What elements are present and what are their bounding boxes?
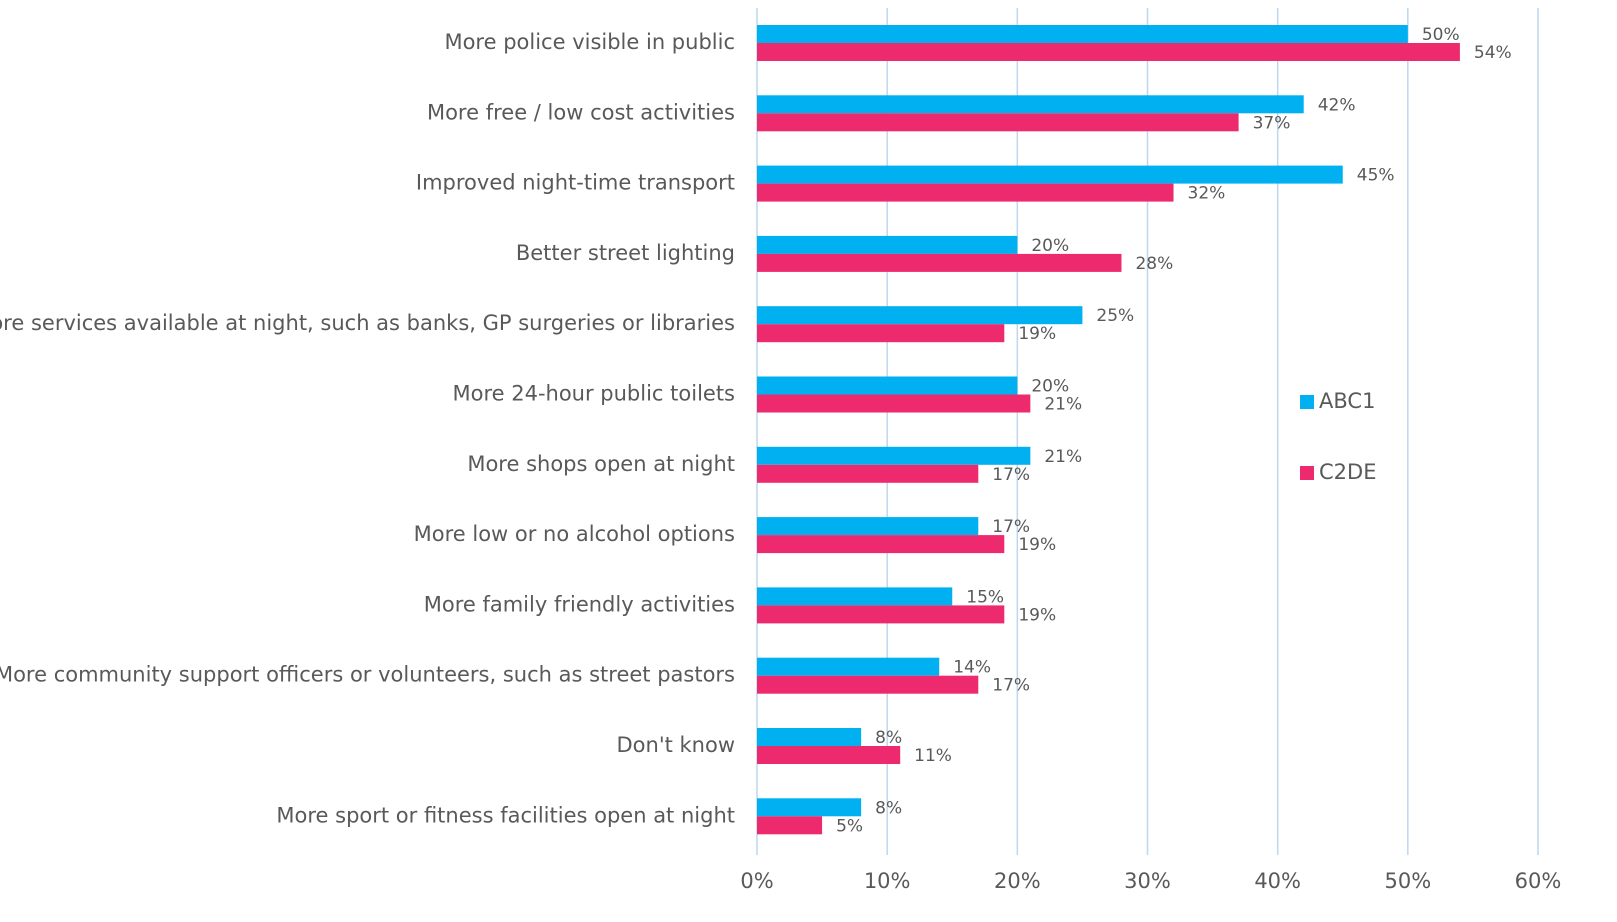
data-label: 54% [1474,43,1512,63]
data-label: 25% [1096,306,1134,326]
bar [757,446,1031,465]
bar [757,95,1304,114]
legend-label: ABC1 [1319,389,1375,413]
bar [757,324,1005,343]
data-label: 11% [914,746,952,766]
bar [757,675,979,694]
y-tick-label: Better street lighting [516,241,735,265]
y-tick-label: More services available at night, such a… [0,311,735,335]
legend-swatch [1300,395,1314,409]
data-label: 45% [1357,166,1395,186]
data-label: 17% [992,465,1030,485]
legend-swatch [1300,466,1314,480]
bar [757,306,1083,325]
y-tick-label: More low or no alcohol options [414,522,735,546]
data-label: 19% [1018,605,1056,625]
bar [757,235,1018,254]
x-tick-label: 0% [740,869,773,893]
data-label: 28% [1135,254,1173,274]
data-label: 14% [953,658,991,678]
data-label: 37% [1253,113,1291,133]
bar [757,798,862,817]
data-label: 20% [1031,236,1069,256]
bar [757,464,979,483]
data-label: 50% [1422,25,1460,45]
data-label: 19% [1018,535,1056,555]
bar [757,657,940,676]
data-label: 17% [992,517,1030,537]
y-tick-label: More police visible in public [444,30,735,54]
data-label: 19% [1018,324,1056,344]
bar [757,816,823,835]
data-label: 32% [1188,184,1226,204]
x-tick-label: 60% [1515,869,1562,893]
bar [757,746,901,764]
data-label: 17% [992,676,1030,696]
x-tick-label: 30% [1124,869,1171,893]
bar [757,517,979,536]
bar [757,728,862,746]
bar [757,253,1122,272]
x-tick-label: 10% [864,869,911,893]
y-tick-label: Don't know [616,733,735,757]
bar [757,113,1239,132]
data-label: 21% [1044,447,1082,467]
x-tick-label: 40% [1254,869,1301,893]
bar [757,183,1174,202]
bar [757,587,953,606]
bar [757,376,1018,395]
bar [757,605,1005,624]
data-label: 8% [875,798,902,818]
bar [757,25,1408,43]
data-label: 5% [836,816,863,836]
y-tick-label: More 24-hour public toilets [452,382,735,406]
legend-label: C2DE [1319,460,1376,484]
bar [757,394,1031,413]
y-tick-label: More family friendly activities [424,592,735,616]
bar [757,43,1460,61]
data-label: 42% [1318,95,1356,115]
y-tick-label: More free / low cost activities [427,100,735,124]
data-label: 8% [875,728,902,748]
y-tick-label: More community support officers or volun… [0,663,735,687]
y-tick-label: More shops open at night [467,452,735,476]
y-tick-label: Improved night-time transport [416,171,735,195]
bar [757,165,1343,184]
data-label: 21% [1044,395,1082,415]
data-label: 20% [1031,377,1069,397]
bar [757,535,1005,554]
data-label: 15% [966,587,1004,607]
x-tick-label: 20% [994,869,1041,893]
x-tick-label: 50% [1384,869,1431,893]
y-tick-label: More sport or fitness facilities open at… [276,803,735,827]
